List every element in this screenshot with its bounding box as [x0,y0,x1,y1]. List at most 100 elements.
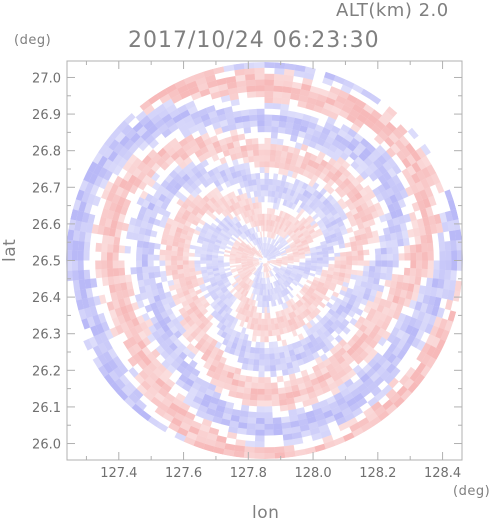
radar-bin [276,364,282,371]
radar-bin [251,388,258,394]
radar-bin [256,91,265,97]
radar-bin [108,236,115,245]
radar-bin [200,257,206,260]
radar-bin [244,446,254,453]
radar-bin [249,353,255,359]
radar-bin [305,261,311,263]
radar-bin [280,405,288,412]
radar-bin [265,418,274,424]
radar-bin [257,120,264,126]
radar-bin [279,121,287,128]
radar-bin [218,256,224,259]
radar-bin [183,261,189,265]
radar-bin [165,250,171,256]
radar-bin [282,369,289,376]
radar-bin [261,226,263,232]
radar-bin [438,279,445,289]
radar-bin [250,347,255,353]
x-tick-label: 127.6 [165,466,202,481]
radar-bin [403,275,410,283]
radar-bin [271,138,278,144]
radar-bin [125,246,131,254]
radar-bin [422,261,428,270]
radar-bin [244,62,255,69]
radar-bin [268,324,272,330]
radar-bin [206,263,212,266]
radar-bin [119,275,126,283]
radar-bin [263,237,264,243]
radar-bin [275,156,281,163]
radar-bin [258,126,265,132]
radar-bin [445,261,451,271]
radar-bin [258,313,261,319]
radar-bin [254,156,260,162]
radar-bin [265,155,271,161]
radar-bin [364,261,370,267]
radar-bin [114,237,121,245]
radar-bin [142,254,148,260]
radar-bin [247,423,256,430]
radar-bin [265,336,269,342]
radar-bin [246,144,253,151]
radar-bin [72,240,79,250]
radar-bin [269,353,275,359]
radar-bin [278,387,286,394]
radar-bin [252,138,259,144]
radar-bin [261,319,264,325]
radar-bin [428,252,434,261]
radar-bin [200,261,206,264]
radar-bin [373,278,380,285]
radar-bin [256,179,261,185]
radar-bin [282,422,291,429]
radar-bin [358,261,364,266]
radar-bin [265,331,269,337]
radar-bin [270,156,276,162]
radar-bin [230,261,236,263]
radar-bin [391,240,398,248]
radar-bin [265,190,269,196]
radar-bin [255,441,265,447]
radar-bin [380,241,387,248]
radar-bin [84,242,91,252]
radar-bin [404,253,410,261]
radar-bin [265,115,273,121]
radar-bin [245,139,252,146]
radar-bin [340,256,346,260]
radar-bin [375,266,381,272]
radar-bin [451,250,457,260]
radar-bin [102,277,109,286]
radar-bin [247,150,253,157]
radar-bin [368,272,375,278]
radar-bin [226,246,232,250]
radar-bin [271,382,278,388]
radar-bin [273,417,282,423]
radar-bin [386,273,393,280]
radar-bin [125,275,132,283]
radar-bin [352,261,358,266]
radar-bin [255,74,265,80]
radar-bin [244,452,255,459]
radar-bin [78,261,84,271]
radar-bin [270,365,276,371]
radar-bin [270,144,276,150]
radar-bin [403,238,410,246]
radar-bin [259,150,265,156]
radar-bin [314,444,325,453]
radar-bin [432,278,439,288]
radar-bin [328,264,334,268]
radar-bin [265,144,271,150]
radar-bin [317,261,323,264]
radar-bin [72,250,78,260]
radar-bin [267,313,270,319]
radar-bin [257,400,265,406]
y-tick-label: 26.1 [32,401,61,416]
radar-bin [143,235,150,242]
radar-bin [278,127,286,134]
radar-bin [273,86,282,93]
radar-bin [258,144,264,150]
radar-bin [363,266,369,272]
radar-bin [260,336,264,342]
radar-bin [421,269,427,278]
radar-bin [78,241,85,251]
radar-center [262,258,268,264]
